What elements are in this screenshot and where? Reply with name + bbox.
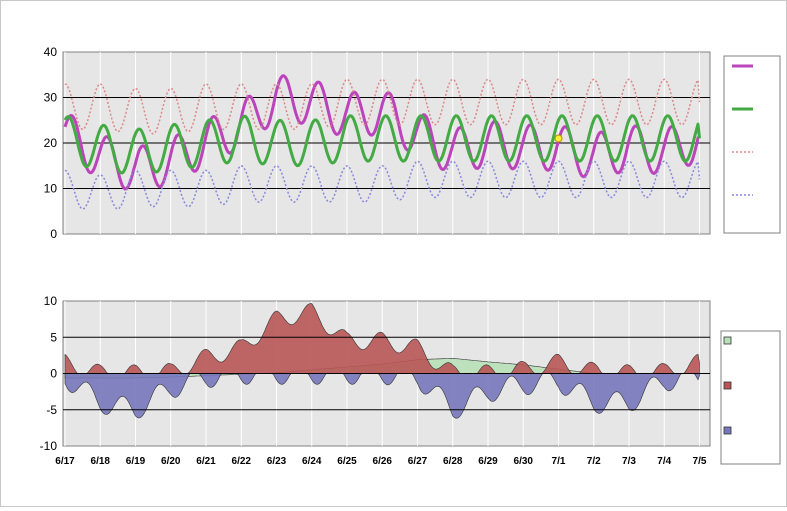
bottom-y-tick-labels: -10 -5 0 5 10: [40, 294, 58, 453]
x-tick-label: 6/22: [232, 456, 252, 467]
x-tick-label: 6/30: [514, 456, 534, 467]
top-legend: [723, 55, 781, 234]
x-tick-label: 6/17: [55, 456, 75, 467]
x-tick-label: 6/19: [126, 456, 146, 467]
x-tick-label: 6/23: [267, 456, 287, 467]
top-series-lines: [63, 74, 701, 210]
top-y-tick-labels: 0 10 20 30 40: [44, 45, 58, 241]
bottom-legend-swatch-2: [723, 426, 732, 435]
bottom-series-area-2: [64, 373, 700, 419]
top-series-line-1: [63, 114, 701, 175]
top-y-tick-label: 0: [50, 227, 57, 241]
top-series-line-2: [64, 78, 701, 135]
top-y-tick-label: 10: [44, 182, 58, 196]
x-tick-label: 6/26: [373, 456, 393, 467]
bottom-series-area-1: [64, 303, 700, 374]
x-tick-label: 7/4: [657, 456, 671, 467]
x-tick-label: 6/20: [161, 456, 181, 467]
top-series-line-3: [64, 160, 701, 210]
x-tick-label: 6/21: [196, 456, 216, 467]
x-tick-label: 6/28: [443, 456, 463, 467]
bottom-y-tick-label: -10: [40, 439, 58, 453]
top-y-tick-label: 40: [44, 45, 58, 59]
bottom-horizontal-gridlines: [63, 336, 710, 411]
x-tick-labels: 6/17 6/18 6/19 6/20 6/21 6/22 6/23 6/24 6/25 6/26…: [55, 456, 707, 467]
x-tick-label: 7/2: [587, 456, 601, 467]
bottom-legend-swatch-0: [723, 336, 732, 345]
bottom-legend-box: [720, 330, 781, 465]
x-tick-label: 6/24: [302, 456, 322, 467]
bottom-y-tick-label: 5: [50, 330, 57, 344]
x-tick-label: 7/5: [693, 456, 707, 467]
x-tick-label: 7/1: [552, 456, 566, 467]
top-series-line-0: [63, 74, 701, 191]
x-tick-label: 6/27: [408, 456, 428, 467]
bottom-y-tick-label: 0: [50, 367, 57, 381]
x-tick-label: 7/3: [622, 456, 636, 467]
x-tick-label: 6/29: [478, 456, 498, 467]
bottom-y-tick-label: 10: [44, 294, 58, 308]
current-marker: [554, 134, 563, 143]
bottom-y-tick-label: -5: [46, 403, 57, 417]
top-y-tick-label: 20: [44, 136, 58, 150]
top-plot: 0 10 20 30 40: [44, 45, 711, 241]
top-legend-box: [723, 55, 781, 234]
x-tick-label: 6/25: [337, 456, 357, 467]
bottom-legend-swatch-1: [723, 381, 732, 390]
top-y-tick-label: 30: [44, 91, 58, 105]
top-horizontal-gridlines: [63, 97, 710, 189]
x-tick-label: 6/18: [91, 456, 111, 467]
bottom-legend: [720, 330, 781, 465]
